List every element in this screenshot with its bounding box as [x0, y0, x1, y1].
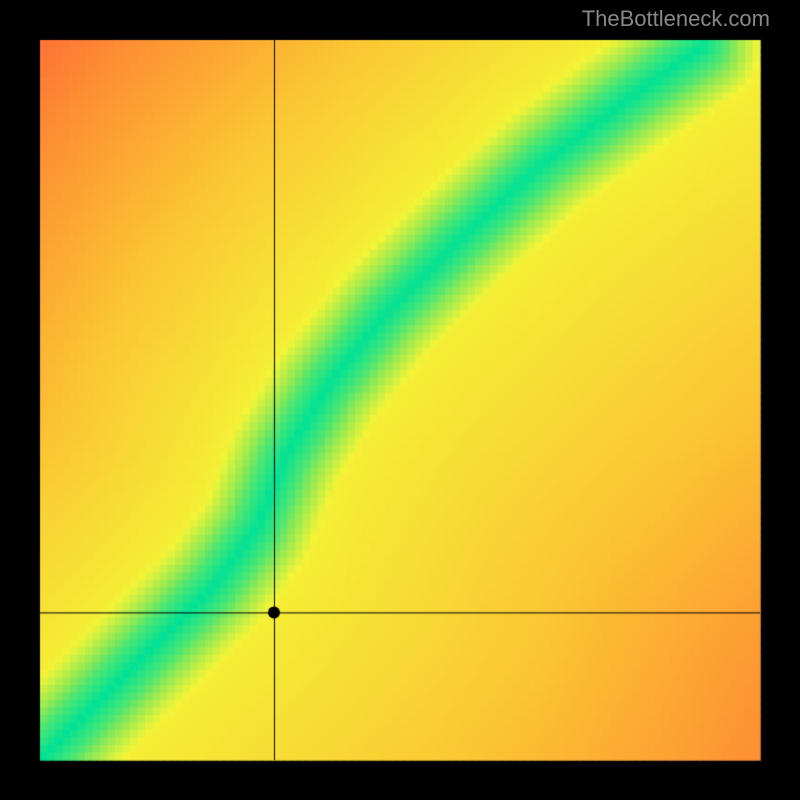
watermark-text: TheBottleneck.com	[582, 6, 770, 32]
bottleneck-heatmap	[0, 0, 800, 800]
